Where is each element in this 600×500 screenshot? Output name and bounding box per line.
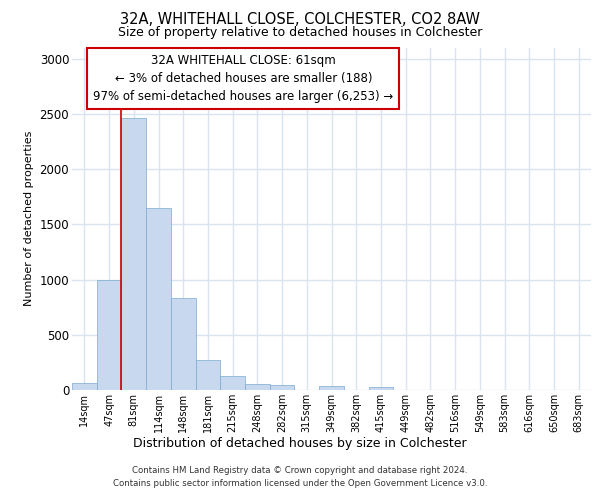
Bar	[220, 376, 245, 390]
Text: Contains HM Land Registry data © Crown copyright and database right 2024.
Contai: Contains HM Land Registry data © Crown c…	[113, 466, 487, 487]
Bar	[368, 386, 393, 390]
Y-axis label: Number of detached properties: Number of detached properties	[24, 131, 34, 306]
Bar	[72, 384, 97, 390]
Bar	[245, 384, 270, 390]
Text: 32A WHITEHALL CLOSE: 61sqm
← 3% of detached houses are smaller (188)
97% of semi: 32A WHITEHALL CLOSE: 61sqm ← 3% of detac…	[93, 54, 394, 104]
Bar	[146, 208, 171, 390]
Bar	[319, 386, 344, 390]
Text: Distribution of detached houses by size in Colchester: Distribution of detached houses by size …	[133, 438, 467, 450]
Bar	[196, 360, 220, 390]
Bar	[97, 280, 121, 390]
Text: 32A, WHITEHALL CLOSE, COLCHESTER, CO2 8AW: 32A, WHITEHALL CLOSE, COLCHESTER, CO2 8A…	[120, 12, 480, 28]
Bar	[171, 298, 196, 390]
Text: Size of property relative to detached houses in Colchester: Size of property relative to detached ho…	[118, 26, 482, 39]
Bar	[270, 385, 295, 390]
Bar	[121, 118, 146, 390]
